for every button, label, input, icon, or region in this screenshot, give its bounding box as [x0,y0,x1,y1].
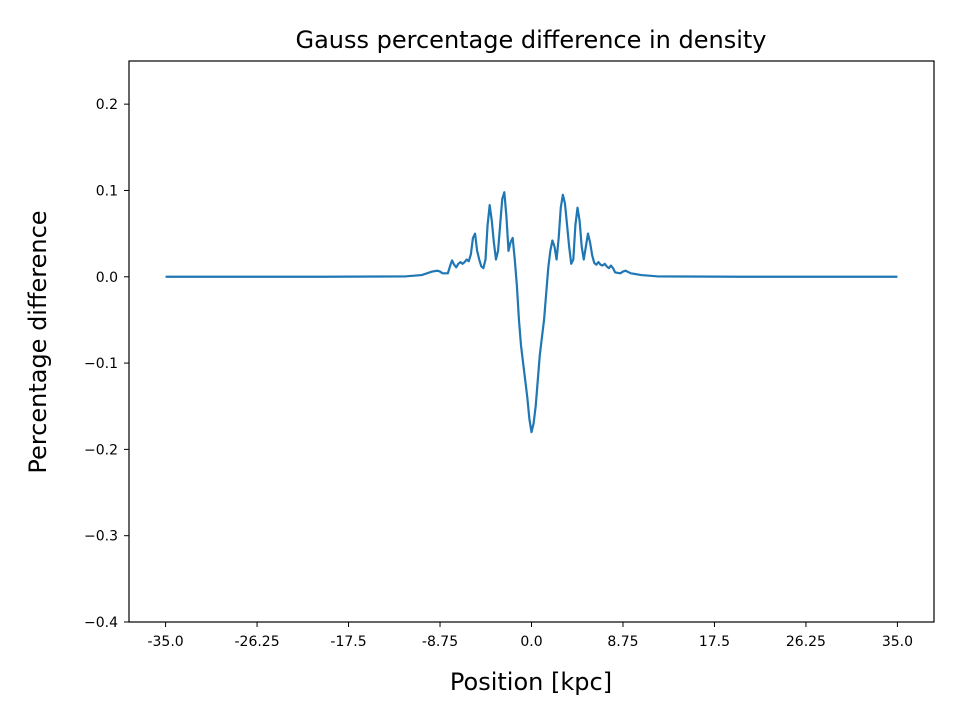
series-line-0 [165,191,898,434]
x-tick-label: 8.75 [607,634,638,650]
x-tick-label: 26.25 [786,634,826,650]
x-tick-label: -35.0 [147,634,183,650]
x-tick-label: -17.5 [330,634,366,650]
x-tick-label: -8.75 [422,634,458,650]
x-tick-label: -26.25 [234,634,279,650]
y-axis-label: Percentage difference [24,210,52,473]
x-tick-label: 0.0 [520,634,542,650]
y-tick-label: −0.4 [84,615,118,631]
y-tick-label: 0.1 [96,183,118,199]
y-tick-label: 0.2 [96,97,118,113]
plot-area [128,60,935,623]
y-axis: 0.2 0.1 0.0 −0.1 −0.2 −0.3 −0.4 [84,97,129,631]
axes-frame [128,60,935,623]
y-tick-label: −0.3 [84,529,118,545]
x-axis: -35.0 -26.25 -17.5 -8.75 0.0 8.75 17.5 26.25 35.… [147,622,913,650]
y-tick-label: −0.2 [84,442,118,458]
x-axis-label: Position [kpc] [450,668,612,696]
y-tick-label: −0.1 [84,356,118,372]
chart-title: Gauss percentage difference in density [295,26,766,54]
x-tick-label: 35.0 [882,634,913,650]
x-tick-label: 17.5 [699,634,730,650]
y-tick-label: 0.0 [96,270,118,286]
